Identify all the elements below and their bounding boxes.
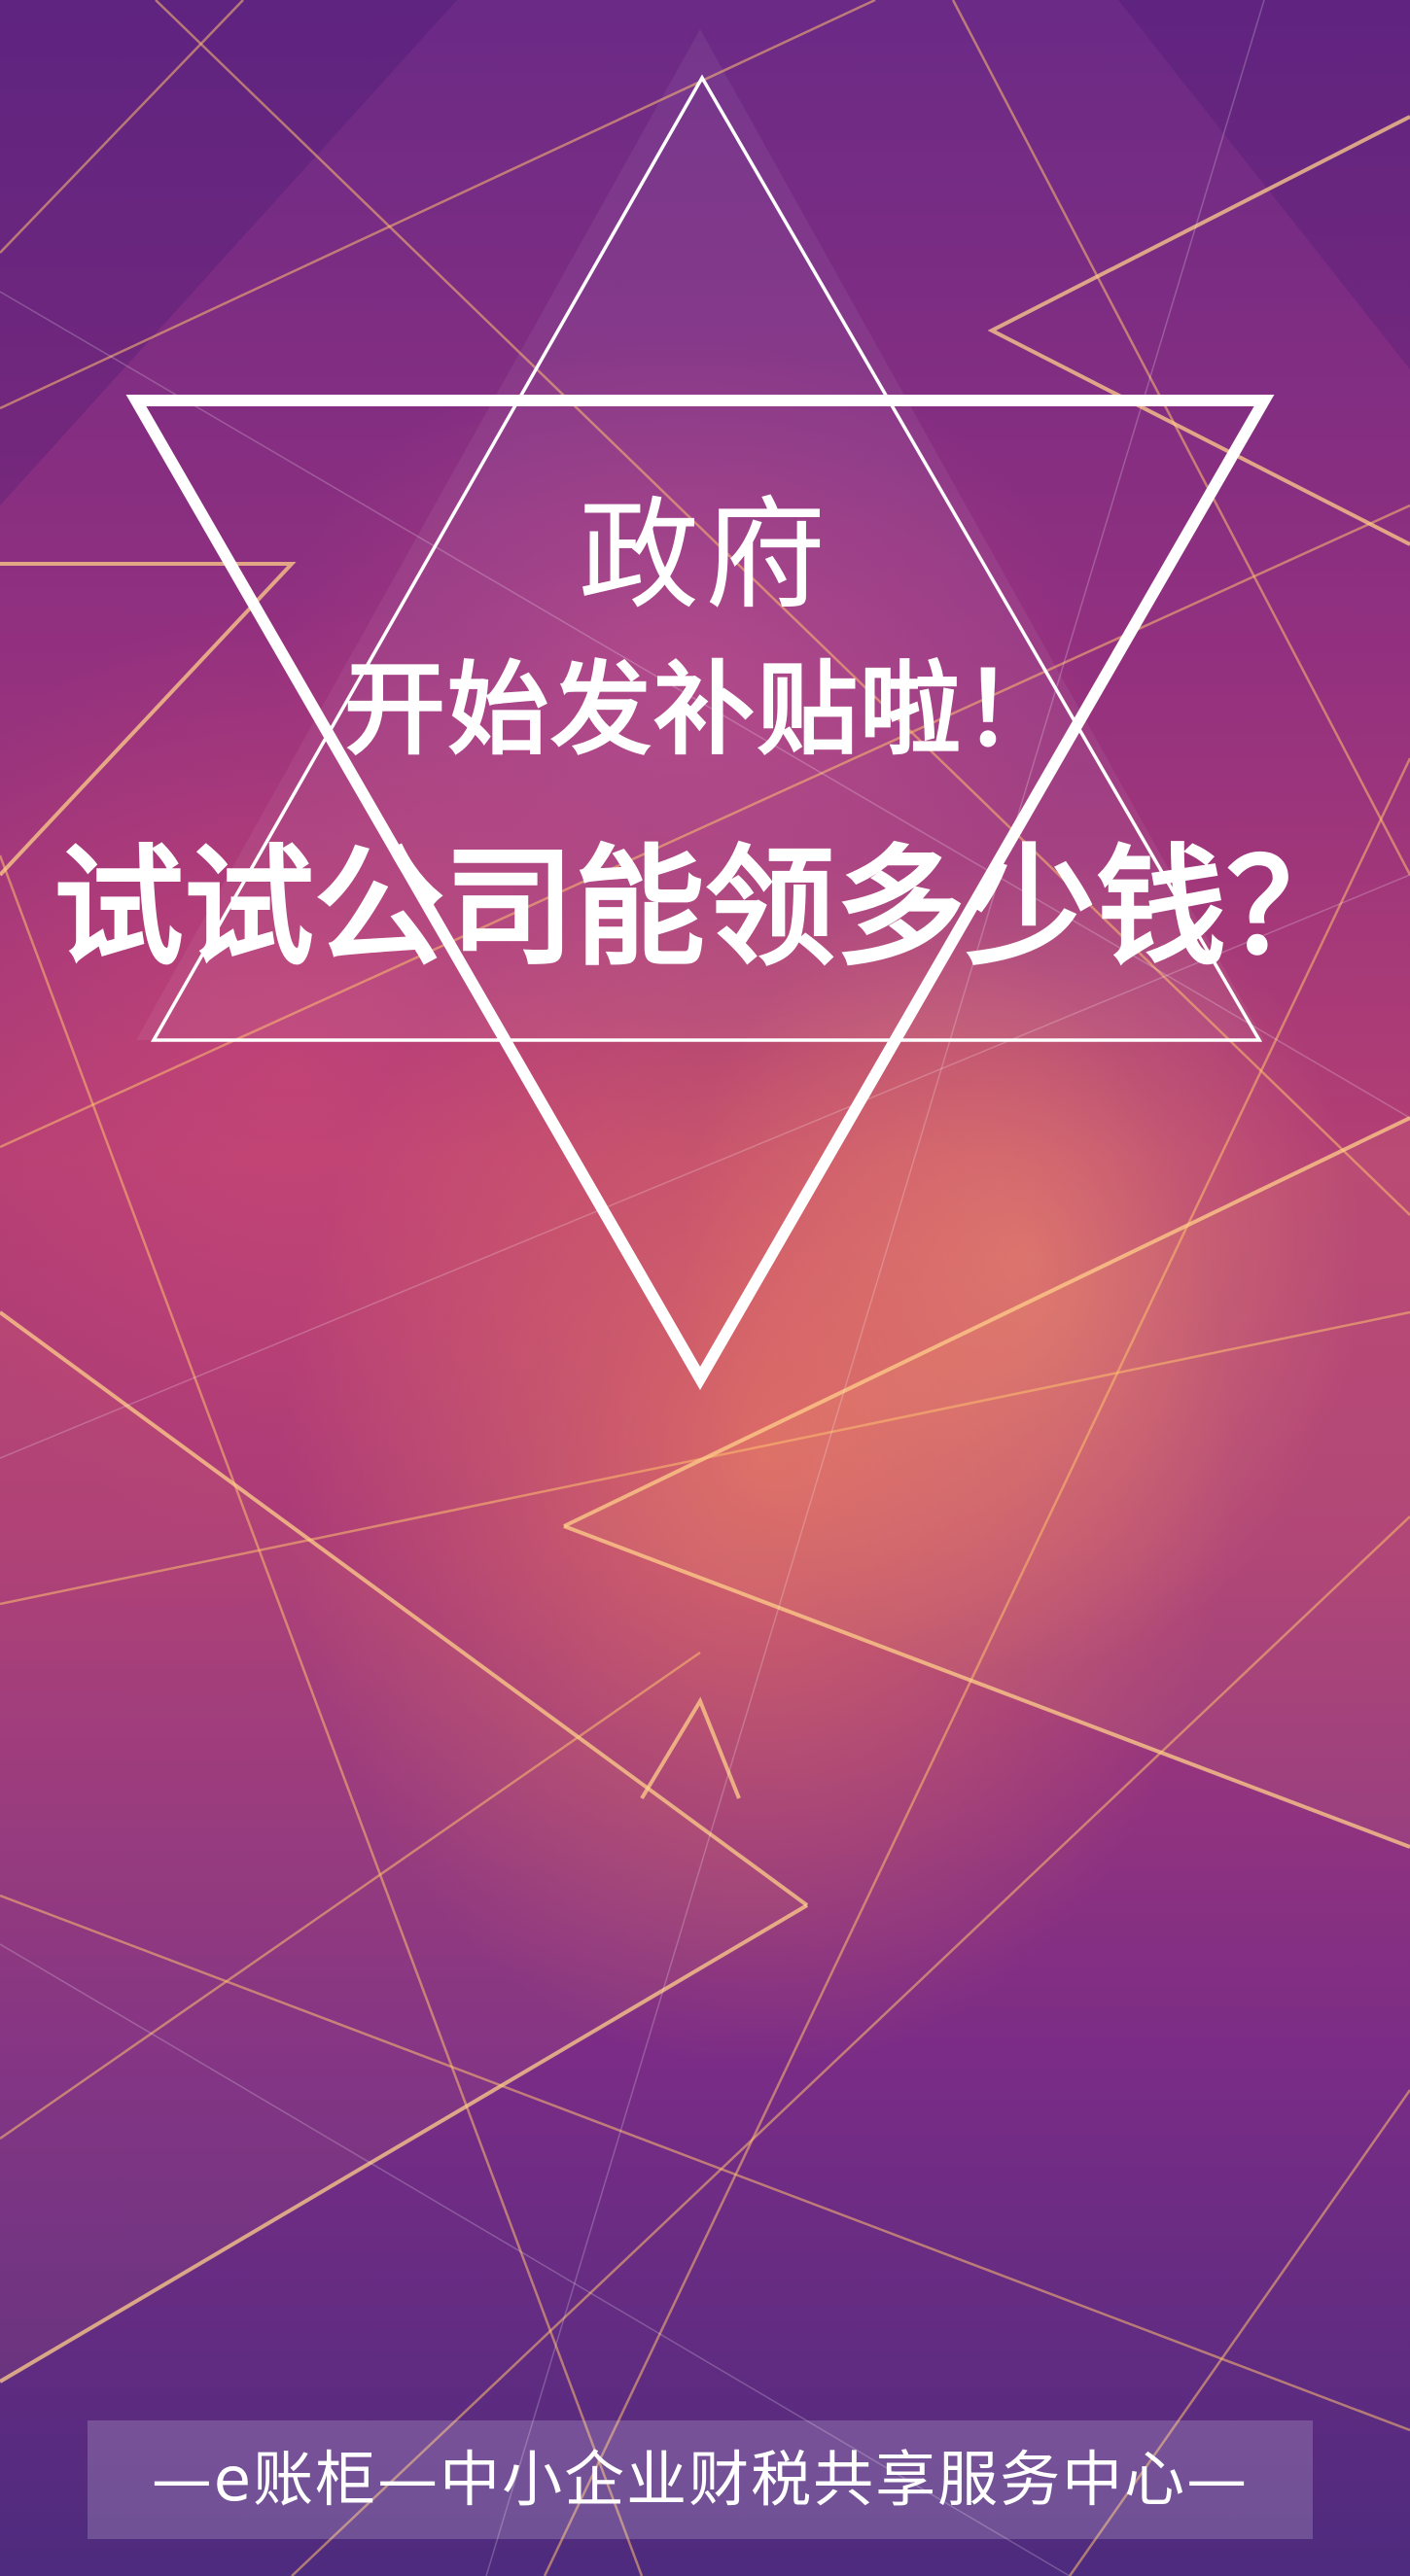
headline-line-2: 开始发补贴啦！	[343, 650, 1066, 769]
footer-text: —e账柜—中小企业财税共享服务中心—	[151, 2444, 1250, 2515]
background-line	[155, 0, 1410, 1216]
headline-line-3: 试试公司能领多少钱？	[53, 832, 1357, 984]
background-line	[0, 854, 644, 2576]
background-line	[987, 115, 1410, 546]
background-line	[1068, 2089, 1410, 2576]
background-line	[485, 0, 1265, 2576]
background-line	[563, 1116, 1410, 1528]
background-line	[0, 0, 876, 410]
background-line	[0, 1310, 809, 1907]
background-line	[0, 1651, 701, 2141]
background-line	[0, 562, 297, 877]
background-plane	[1118, 0, 1410, 369]
footer-banner: —e账柜—中小企业财税共享服务中心—	[88, 2420, 1313, 2539]
background-line	[0, 1894, 1410, 2432]
background-line	[0, 1943, 1071, 2576]
background-line	[563, 1524, 1410, 1849]
background-line	[291, 1515, 1410, 2576]
background-line	[0, 1903, 809, 2384]
background-line	[0, 874, 1410, 1459]
background-plane	[0, 0, 457, 505]
background-plane	[0, 1312, 807, 2382]
background-line	[543, 757, 1410, 2576]
background-plane	[564, 1118, 1410, 1847]
headline-line-1: 政府	[578, 486, 831, 626]
background-line	[0, 0, 244, 254]
background-plane	[136, 29, 1264, 1040]
upright-triangle-icon	[150, 74, 1263, 1042]
background-line	[951, 0, 1410, 876]
background-line	[0, 291, 1410, 1119]
inverted-triangle-icon	[125, 395, 1275, 1391]
background-line	[640, 1696, 741, 1800]
